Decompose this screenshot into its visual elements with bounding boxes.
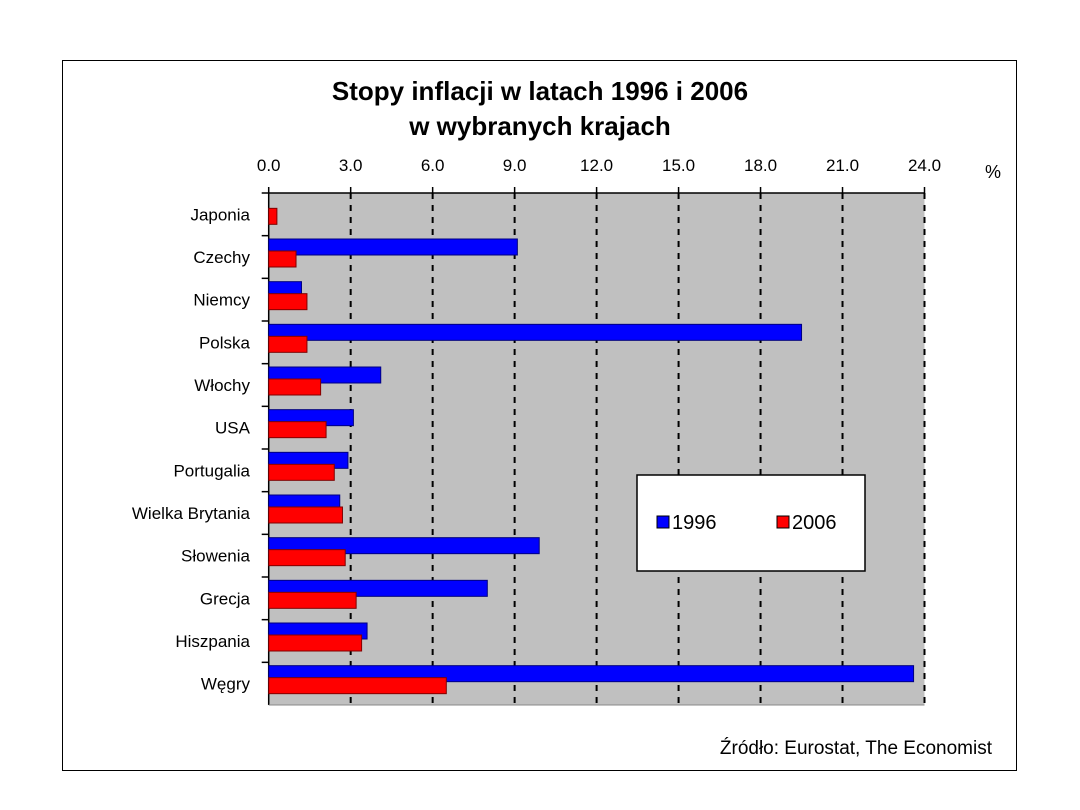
chart-title-line-2: w wybranych krajach — [408, 111, 671, 141]
x-tick-label: 9.0 — [503, 156, 527, 175]
bar-2006-portugalia — [268, 463, 335, 481]
legend-swatch-2006 — [776, 515, 790, 529]
category-label: Japonia — [190, 205, 250, 224]
unit-label: % — [985, 162, 1001, 182]
x-tick-label: 15.0 — [662, 156, 695, 175]
legend-label-1996: 1996 — [672, 512, 717, 534]
bar-2006-grecja — [268, 591, 357, 609]
bar-2006-polska — [268, 335, 308, 353]
bar-2006-hiszpania — [268, 634, 363, 652]
legend-box — [636, 474, 866, 572]
chart-frame — [62, 60, 1017, 771]
x-tick-label: 24.0 — [908, 156, 941, 175]
category-label: Grecja — [200, 589, 251, 608]
x-tick-label: 0.0 — [257, 156, 281, 175]
bar-2006-japonia — [268, 207, 278, 225]
category-label: Hiszpania — [175, 632, 250, 651]
legend: 1996 2006 — [636, 474, 866, 572]
bar-2006-słowenia — [268, 549, 346, 567]
bar-2006-niemcy — [268, 293, 308, 311]
bar-2006-usa — [268, 421, 327, 439]
category-label: Czechy — [193, 248, 250, 267]
category-label: Polska — [199, 333, 251, 352]
bar-2006-węgry — [268, 677, 447, 695]
bar-2006-czechy — [268, 250, 297, 268]
x-tick-label: 18.0 — [744, 156, 777, 175]
category-label: Włochy — [194, 376, 250, 395]
category-label: Portugalia — [173, 461, 250, 480]
chart-title-line-1: Stopy inflacji w latach 1996 i 2006 — [332, 76, 748, 106]
x-tick-label: 12.0 — [580, 156, 613, 175]
category-label: Niemcy — [193, 291, 250, 310]
x-tick-label: 3.0 — [339, 156, 363, 175]
legend-label-2006: 2006 — [792, 512, 837, 534]
source-note: Źródło: Eurostat, The Economist — [720, 738, 993, 759]
category-label: Wielka Brytania — [132, 504, 251, 523]
category-label: Węgry — [201, 675, 251, 694]
category-label: USA — [215, 419, 251, 438]
bar-1996-polska — [268, 323, 803, 341]
x-tick-label: 21.0 — [826, 156, 859, 175]
x-tick-label: 6.0 — [421, 156, 445, 175]
category-label: Słowenia — [181, 547, 251, 566]
bar-2006-wielka-brytania — [268, 506, 343, 524]
bar-1996-czechy — [268, 238, 518, 256]
legend-swatch-1996 — [656, 515, 670, 529]
bar-2006-włochy — [268, 378, 322, 396]
